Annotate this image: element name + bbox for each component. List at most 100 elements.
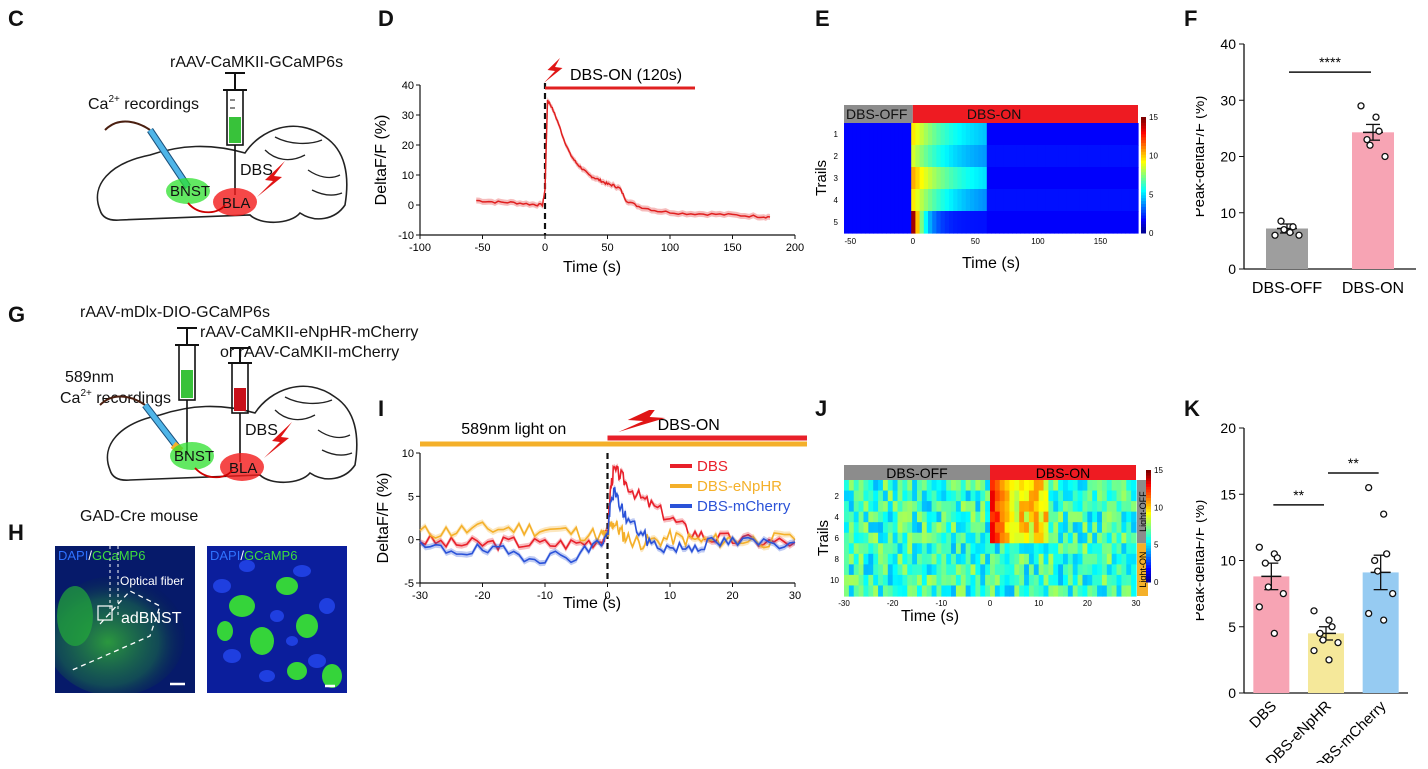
heatmap-cell bbox=[868, 585, 874, 597]
heatmap-cell bbox=[1072, 480, 1079, 492]
heatmap-cell bbox=[848, 490, 855, 502]
row-label: 8 bbox=[835, 555, 840, 564]
heatmap-cell bbox=[1067, 511, 1074, 523]
heatmap-cell bbox=[1077, 522, 1084, 534]
heatmap-cell bbox=[1111, 480, 1118, 492]
heatmap-cell bbox=[856, 167, 862, 190]
heatmap-cell bbox=[961, 189, 967, 212]
heatmap-cell bbox=[1097, 501, 1103, 513]
colorbar-step bbox=[1146, 498, 1151, 502]
y-axis-label: Trails bbox=[813, 160, 830, 196]
data-point bbox=[1295, 231, 1303, 239]
heatmap-cell bbox=[887, 511, 894, 523]
heatmap-cell bbox=[890, 167, 895, 190]
virus2-label: rAAV-CaMKII-eNpHR-mCherry bbox=[200, 324, 418, 341]
heatmap-cell bbox=[965, 167, 971, 190]
chart-j-heatmap: DBS-OFF DBS-ON 2 4 6 8 10 -30 -20 -10 0 10 20 30 Time … bbox=[815, 465, 1163, 625]
heatmap-cell bbox=[946, 511, 952, 523]
heatmap-cell bbox=[1079, 211, 1084, 234]
heatmap-cell bbox=[957, 211, 963, 234]
heatmap-cell bbox=[1033, 532, 1040, 544]
heatmap-cell bbox=[844, 522, 850, 534]
heatmap-cell bbox=[917, 564, 923, 576]
heatmap-cell bbox=[1007, 123, 1013, 146]
data-point bbox=[1325, 656, 1333, 664]
heatmap-cell bbox=[887, 490, 894, 502]
heatmap-cell bbox=[955, 522, 962, 534]
heatmap-cell bbox=[1121, 501, 1127, 513]
colorbar-step bbox=[1141, 180, 1146, 185]
heatmap-cell bbox=[1112, 211, 1118, 234]
heatmap-cell bbox=[902, 145, 908, 168]
heatmap-cell bbox=[921, 522, 928, 534]
data-point bbox=[1264, 583, 1272, 591]
heatmap-cell bbox=[907, 490, 913, 502]
heatmap-cell bbox=[878, 585, 884, 597]
heatmap-cell bbox=[1062, 211, 1068, 234]
heatmap-cell bbox=[1100, 167, 1105, 190]
heatmap-cell bbox=[869, 123, 874, 146]
colorbar-step bbox=[1146, 506, 1151, 510]
heatmap-cell bbox=[932, 167, 937, 190]
heatmap-cell bbox=[907, 543, 913, 555]
heatmap-cell bbox=[936, 145, 942, 168]
heatmap-cell bbox=[1083, 167, 1089, 190]
heatmap-cell bbox=[873, 123, 879, 146]
heatmap-cell bbox=[999, 511, 1006, 523]
heatmap-cell bbox=[1111, 511, 1118, 523]
heatmap-cell bbox=[878, 553, 884, 565]
heatmap-cell bbox=[926, 574, 933, 587]
heatmap-cell bbox=[999, 543, 1006, 555]
heatmap-cell bbox=[946, 585, 952, 597]
heatmap-cell bbox=[894, 189, 900, 212]
heatmap-cell bbox=[932, 123, 937, 146]
bnst-label: BNST bbox=[170, 183, 210, 200]
heatmap-cell bbox=[990, 522, 996, 534]
heatmap-cell bbox=[1016, 189, 1021, 212]
colorbar-step bbox=[1141, 227, 1146, 231]
heatmap-cell bbox=[926, 490, 933, 502]
x-tick-label: 200 bbox=[786, 242, 804, 254]
x-tick-label: -50 bbox=[475, 242, 491, 254]
heatmap-cell bbox=[1116, 511, 1122, 523]
chart-f-bars: 0 10 20 30 40 Peak-deltaF/F (%) DBS-OFF DBS-ON *… bbox=[1196, 36, 1416, 297]
heatmap-cell bbox=[975, 574, 981, 587]
heatmap-cell bbox=[848, 501, 855, 513]
heatmap-cell bbox=[921, 564, 928, 576]
panel-g-schematic: rAAV-mDlx-DIO-GCaMP6s rAAV-CaMKII-eNpHR-… bbox=[60, 304, 418, 525]
heatmap-cell bbox=[882, 490, 889, 502]
x-tick-label: -20 bbox=[475, 590, 491, 602]
heatmap-cell bbox=[1129, 167, 1135, 190]
heatmap-cell bbox=[868, 490, 874, 502]
heatmap-cell bbox=[881, 211, 887, 234]
heatmap-cell bbox=[1126, 480, 1132, 492]
heatmap-cell bbox=[960, 522, 967, 534]
heatmap-cell bbox=[887, 480, 894, 492]
x-axis-label: Time (s) bbox=[563, 595, 621, 612]
heatmap-cell bbox=[1082, 522, 1088, 534]
heatmap-cell bbox=[1024, 189, 1030, 212]
heatmap-cell bbox=[902, 480, 908, 492]
heatmap-cell bbox=[1116, 585, 1122, 597]
heatmap-cell bbox=[858, 553, 865, 565]
heatmap-cell bbox=[1106, 585, 1113, 597]
heatmap-cell bbox=[1041, 211, 1047, 234]
heatmap-cell bbox=[1038, 574, 1045, 587]
colorbar-step bbox=[1141, 186, 1146, 190]
heatmap-cell bbox=[892, 585, 899, 597]
heatmap-cell bbox=[921, 543, 928, 555]
heatmap-cell bbox=[1067, 522, 1074, 534]
significance-label: ** bbox=[1293, 487, 1304, 503]
heatmap-cell bbox=[1016, 211, 1021, 234]
heatmap-cell bbox=[960, 532, 967, 544]
heatmap-cell bbox=[990, 574, 996, 587]
heatmap-cell bbox=[1048, 574, 1054, 587]
heatmap-cell bbox=[923, 123, 929, 146]
heatmap-cell bbox=[1058, 145, 1063, 168]
heatmap-cell bbox=[873, 564, 879, 576]
colorbar-step bbox=[1141, 230, 1146, 234]
heatmap-cell bbox=[994, 553, 1001, 565]
x-tick-label: 10 bbox=[664, 590, 676, 602]
heatmap-cell bbox=[1024, 532, 1030, 544]
heatmap-cell bbox=[844, 574, 850, 587]
